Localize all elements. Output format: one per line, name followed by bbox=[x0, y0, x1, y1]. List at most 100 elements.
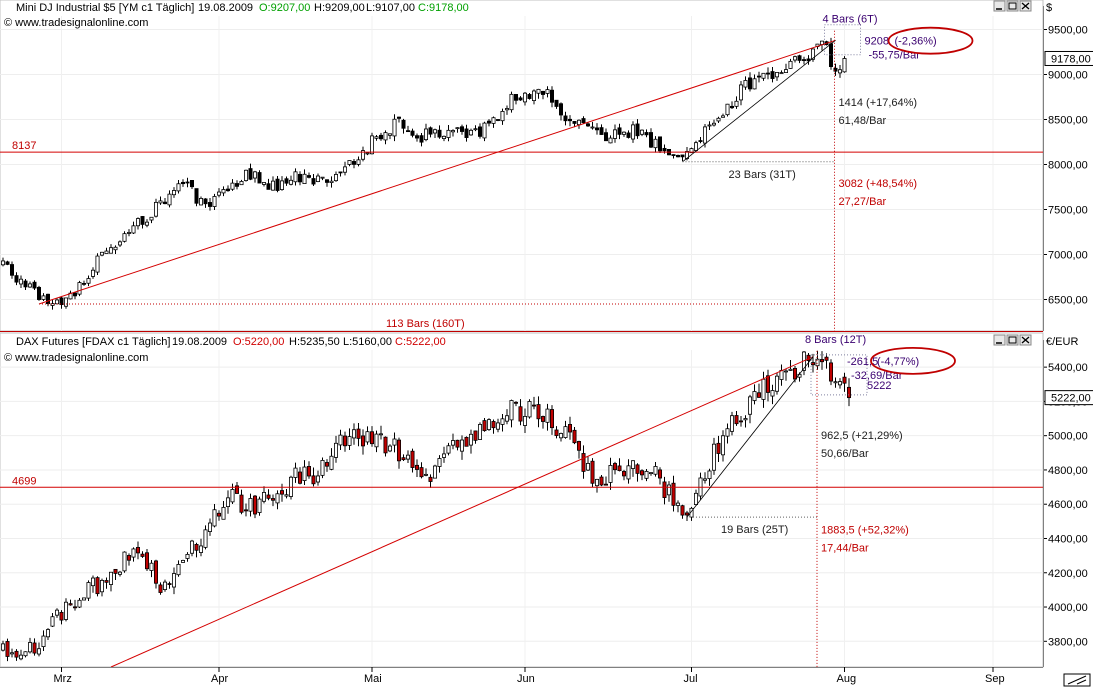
candle-down bbox=[604, 132, 609, 142]
candle-up bbox=[18, 654, 23, 660]
candle-up bbox=[100, 579, 105, 593]
candle-down bbox=[207, 202, 212, 207]
candle-up bbox=[743, 418, 748, 421]
candle-up bbox=[185, 554, 190, 559]
candle-up bbox=[712, 122, 717, 126]
candle-up bbox=[748, 396, 753, 415]
highlight-ellipse bbox=[887, 26, 974, 55]
candle-up bbox=[392, 438, 397, 446]
candle-down bbox=[270, 498, 275, 501]
candle-up bbox=[77, 282, 82, 295]
last-price-label: 5222,00 bbox=[1051, 393, 1091, 405]
candle-up bbox=[423, 128, 428, 141]
panel-dow[interactable]: 8137 4 Bars (6T) 9208 (-2,36%) -55,75/Bar 141… bbox=[0, 0, 1093, 332]
candle-down bbox=[37, 286, 42, 300]
panel-dax-low: L:5160,00 bbox=[343, 336, 392, 348]
candle-up bbox=[378, 433, 383, 436]
panel-dow-open: O:9207,00 bbox=[259, 2, 310, 14]
time-tick-label: Apr bbox=[211, 673, 228, 685]
candle-down bbox=[311, 475, 316, 485]
candle-up bbox=[230, 182, 235, 190]
candle-up bbox=[113, 246, 118, 251]
candle-down bbox=[243, 509, 248, 512]
candle-down bbox=[324, 462, 329, 467]
minimize-icon[interactable] bbox=[993, 334, 1006, 346]
candle-down bbox=[793, 367, 798, 380]
candle-up bbox=[694, 142, 699, 151]
price-tick-label: 9500,00 bbox=[1048, 25, 1088, 37]
candle-up bbox=[171, 573, 176, 588]
candle-up bbox=[118, 241, 123, 246]
price-tick-label: 3800,00 bbox=[1048, 636, 1088, 648]
candle-down bbox=[563, 115, 568, 122]
panel-dax-price-axis[interactable]: 3800,00 4000,00 4200,00 4400,00 4600,00 4800,… bbox=[1043, 340, 1093, 667]
candle-down bbox=[590, 460, 595, 484]
close-icon[interactable] bbox=[1019, 334, 1032, 346]
candle-up bbox=[207, 522, 212, 532]
candle-up bbox=[707, 124, 712, 127]
panel-dax-unit: €/EUR bbox=[1046, 336, 1078, 348]
candle-down bbox=[734, 415, 739, 425]
candle-down bbox=[14, 275, 19, 283]
candle-up bbox=[743, 80, 748, 88]
candle-up bbox=[653, 138, 658, 149]
maximize-icon[interactable] bbox=[1006, 334, 1019, 346]
total-bars-label: 113 Bars (160T) bbox=[386, 318, 465, 330]
candle-up bbox=[811, 48, 816, 60]
panel-dow-price-axis[interactable]: 6500,00 7000,00 7500,00 8000,00 8500,00 9000,… bbox=[1043, 6, 1093, 331]
minimize-icon[interactable] bbox=[993, 0, 1006, 12]
candle-up bbox=[86, 278, 91, 284]
candle-up bbox=[360, 150, 365, 160]
candle-up bbox=[356, 159, 361, 165]
candle-up bbox=[477, 424, 482, 440]
candle-down bbox=[127, 555, 132, 561]
candle-up bbox=[288, 179, 293, 185]
candle-up bbox=[333, 442, 338, 458]
candle-down bbox=[671, 154, 676, 157]
candle-up bbox=[329, 455, 334, 470]
panel-dow-drawing-tools[interactable] bbox=[0, 24, 1043, 331]
candle-down bbox=[766, 375, 771, 393]
candle-down bbox=[671, 482, 676, 506]
candle-down bbox=[234, 485, 239, 494]
candle-up bbox=[122, 233, 127, 242]
maximize-icon[interactable] bbox=[1006, 0, 1019, 12]
candle-up bbox=[118, 571, 123, 575]
support-level-label: 8137 bbox=[12, 140, 36, 152]
price-tick-label: 5400,00 bbox=[1048, 362, 1088, 374]
panel-dax-window-controls[interactable] bbox=[993, 334, 1032, 346]
candle-up bbox=[230, 489, 235, 503]
candle-down bbox=[635, 464, 640, 474]
candle-up bbox=[734, 100, 739, 107]
candle-down bbox=[248, 168, 253, 180]
candle-up bbox=[248, 498, 253, 512]
candle-up bbox=[770, 390, 775, 397]
candle-down bbox=[410, 450, 415, 468]
panel-dow-window-controls[interactable] bbox=[993, 0, 1032, 12]
panel-dax[interactable]: 4699 8 Bars (12T) -261,5(-4,77%) -32,69/Bar… bbox=[0, 332, 1093, 668]
time-axis[interactable]: Mrz Apr Mai Jun Jul Aug Sep bbox=[0, 667, 1043, 685]
candle-down bbox=[698, 140, 703, 142]
candle-up bbox=[545, 408, 550, 423]
candle-down bbox=[73, 606, 78, 609]
candle-down bbox=[275, 178, 280, 191]
candle-up bbox=[225, 497, 230, 507]
candle-down bbox=[279, 490, 284, 495]
candle-down bbox=[595, 127, 600, 131]
candle-down bbox=[541, 416, 546, 422]
candle-up bbox=[586, 462, 591, 471]
panel-dax-drawing-tools[interactable] bbox=[0, 350, 1043, 668]
candle-down bbox=[5, 261, 10, 265]
candle-up bbox=[631, 124, 636, 140]
last-price-box bbox=[1044, 390, 1093, 406]
price-tick-label: 9000,00 bbox=[1048, 70, 1088, 82]
close-icon[interactable] bbox=[1019, 0, 1032, 12]
candle-up bbox=[536, 88, 541, 94]
candle-down bbox=[640, 470, 645, 476]
candle-down bbox=[5, 641, 10, 657]
candle-up bbox=[320, 176, 325, 179]
recent-bars-label: 8 Bars (12T) bbox=[805, 334, 866, 346]
resize-grip-icon[interactable] bbox=[1063, 673, 1091, 687]
candle-up bbox=[261, 492, 266, 502]
candle-up bbox=[563, 426, 568, 438]
